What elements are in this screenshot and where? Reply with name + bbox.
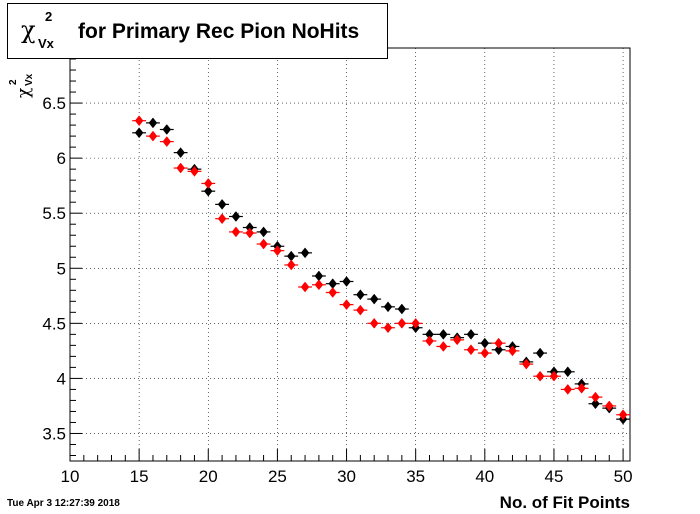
x-tick-label: 40 — [475, 467, 494, 486]
data-point-series-2 — [425, 335, 434, 347]
plot-frame — [69, 47, 631, 462]
x-tick-label: 45 — [544, 467, 563, 486]
y-label-chi-symbol: χ — [14, 87, 34, 98]
data-point-series-2 — [342, 299, 351, 311]
data-point-series-1 — [563, 366, 573, 378]
data-point-series-2 — [273, 245, 282, 257]
x-tick-label: 30 — [337, 467, 356, 486]
data-point-series-2 — [314, 279, 324, 291]
data-point-series-2 — [411, 317, 420, 329]
data-point-series-2 — [604, 400, 614, 412]
data-point-series-1 — [356, 289, 365, 301]
data-point-series-1 — [134, 127, 144, 139]
data-point-series-1 — [480, 337, 490, 349]
data-point-series-2 — [356, 304, 365, 316]
y-label-superscript: 2 — [8, 79, 19, 85]
data-point-series-1 — [535, 347, 545, 359]
data-point-series-1 — [162, 124, 172, 135]
data-point-series-2 — [480, 347, 490, 359]
x-tick-label: 15 — [130, 467, 149, 486]
x-tick-label: 10 — [61, 467, 80, 486]
data-point-series-2 — [245, 227, 255, 239]
y-tick-label: 6.5 — [42, 94, 66, 113]
y-tick-label: 5.5 — [42, 204, 66, 223]
data-point-series-1 — [300, 247, 310, 259]
data-point-series-2 — [591, 391, 600, 403]
data-point-series-2 — [300, 281, 310, 293]
y-tick-label: 3.5 — [42, 424, 66, 443]
chart-title-box: χ 2 Vx for Primary Rec Pion NoHits — [7, 3, 388, 59]
data-point-series-1 — [342, 276, 351, 287]
y-tick-label: 5 — [57, 259, 66, 278]
data-point-series-2 — [535, 370, 545, 382]
data-point-series-1 — [148, 117, 158, 129]
data-point-series-2 — [134, 115, 144, 127]
data-point-series-2 — [549, 370, 559, 382]
data-point-series-2 — [148, 130, 158, 142]
title-chi-symbol: χ — [21, 16, 36, 44]
title-subscript: Vx — [38, 36, 54, 51]
data-point-series-2 — [397, 317, 407, 329]
data-point-series-1 — [591, 398, 600, 410]
data-point-series-2 — [176, 162, 185, 174]
data-point-series-2 — [466, 344, 476, 356]
chart-title: for Primary Rec Pion NoHits — [78, 20, 360, 43]
x-axis-label: No. of Fit Points — [499, 493, 630, 512]
data-point-series-2 — [508, 345, 517, 357]
data-point-series-2 — [162, 136, 172, 148]
data-point-series-1 — [397, 303, 407, 315]
data-point-series-2 — [521, 358, 531, 370]
data-point-series-2 — [383, 322, 393, 334]
y-tick-label: 6 — [57, 149, 66, 168]
x-tick-label: 50 — [614, 467, 633, 486]
x-tick-label: 25 — [268, 467, 287, 486]
data-point-series-2 — [231, 226, 241, 238]
data-point-series-1 — [231, 211, 241, 222]
y-label-subscript: Vx — [24, 73, 35, 86]
data-point-series-2 — [203, 178, 213, 189]
data-point-series-1 — [369, 293, 379, 305]
data-point-series-2 — [577, 382, 586, 394]
data-point-series-2 — [369, 317, 379, 329]
data-point-series-1 — [466, 328, 476, 340]
data-point-series-2 — [452, 334, 462, 346]
data-point-series-2 — [328, 287, 338, 298]
y-axis-label: χ 2 Vx — [8, 42, 35, 98]
data-point-series-2 — [217, 213, 227, 225]
x-tick-label: 35 — [406, 467, 425, 486]
y-tick-label: 4.5 — [42, 314, 66, 333]
data-point-series-2 — [618, 409, 628, 421]
title-superscript: 2 — [45, 9, 53, 24]
data-point-series-2 — [259, 238, 268, 250]
data-point-series-1 — [259, 226, 268, 238]
data-point-series-1 — [203, 185, 213, 197]
data-point-series-2 — [439, 341, 448, 352]
data-point-series-2 — [494, 337, 503, 349]
data-point-series-2 — [286, 259, 296, 271]
data-point-series-1 — [217, 198, 227, 210]
y-tick-label: 4 — [57, 369, 66, 388]
data-point-series-1 — [176, 147, 185, 159]
data-point-series-1 — [383, 301, 393, 313]
data-point-series-2 — [190, 165, 199, 177]
x-tick-label: 20 — [199, 467, 218, 486]
timestamp: Tue Apr 3 12:27:39 2018 — [7, 498, 120, 509]
data-point-series-1 — [439, 328, 448, 340]
data-point-series-1 — [494, 344, 503, 356]
data-point-series-2 — [563, 384, 573, 395]
